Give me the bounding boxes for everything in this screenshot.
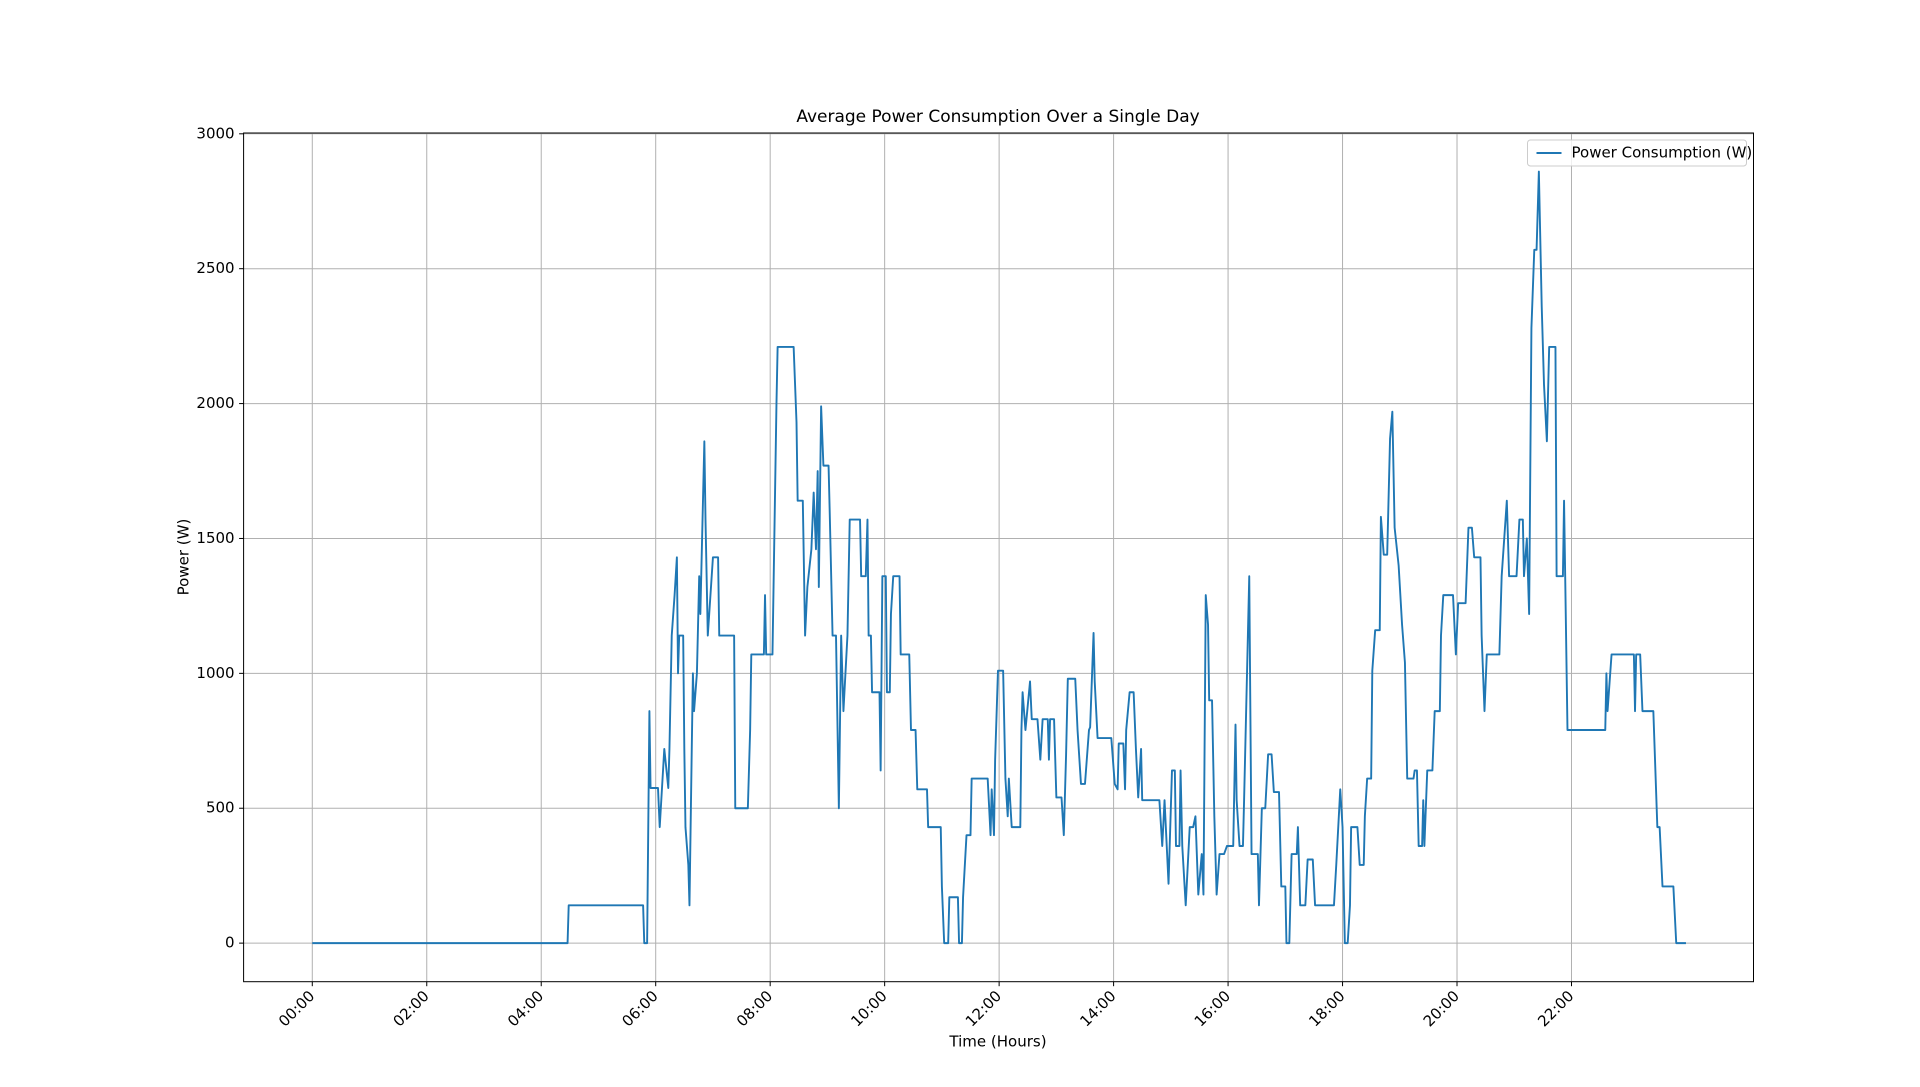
grid <box>243 133 1754 982</box>
x-tick-label: 18:00 <box>1305 987 1348 1030</box>
y-tick-label: 1000 <box>196 664 234 682</box>
x-tick-label: 16:00 <box>1191 987 1234 1030</box>
x-tick-label: 02:00 <box>389 987 432 1030</box>
legend: Power Consumption (W) <box>1527 139 1753 167</box>
y-tick-label: 0 <box>225 934 235 952</box>
plot-frame <box>243 132 1755 983</box>
x-tick-label: 10:00 <box>847 987 890 1030</box>
legend-box <box>1527 139 1747 167</box>
x-tick-label: 00:00 <box>275 987 318 1030</box>
y-tick-label: 500 <box>206 799 235 817</box>
chart-title: Average Power Consumption Over a Single … <box>796 107 1199 127</box>
y-tick-label: 1500 <box>196 529 234 547</box>
data-line <box>312 170 1686 945</box>
legend-label: Power Consumption (W) <box>1572 144 1753 162</box>
x-tick-label: 08:00 <box>733 987 776 1030</box>
x-tick-label: 20:00 <box>1420 987 1463 1030</box>
x-tick-label: 06:00 <box>618 987 661 1030</box>
x-tick-label: 22:00 <box>1534 987 1577 1030</box>
x-tick-label: 04:00 <box>504 987 547 1030</box>
x-tick-label: 14:00 <box>1076 987 1119 1030</box>
y-axis-label: Power (W) <box>175 519 193 596</box>
y-tick-label: 2000 <box>196 394 234 412</box>
y-tick-label: 2500 <box>196 259 234 277</box>
x-tick-label: 12:00 <box>962 987 1005 1030</box>
x-axis-label: Time (Hours) <box>948 1033 1046 1051</box>
y-tick-label: 3000 <box>196 124 234 142</box>
